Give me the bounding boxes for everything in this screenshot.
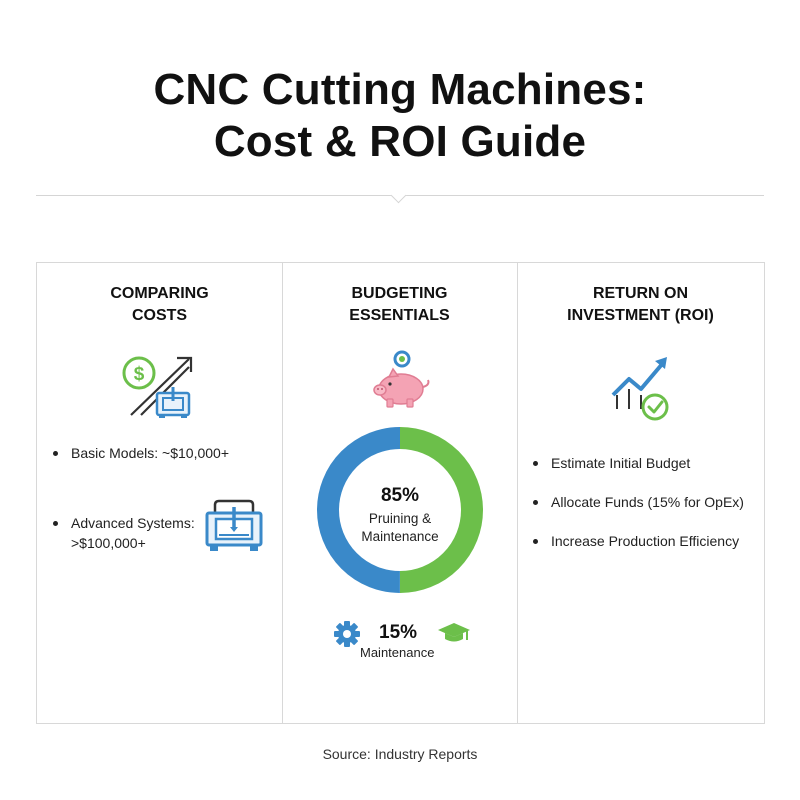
title-line-1: CNC Cutting Machines: (153, 65, 647, 114)
column-separator (282, 263, 283, 723)
roi-heading: RETURN ON INVESTMENT (ROI) (567, 285, 714, 324)
gear-icon (334, 621, 360, 647)
roi-item-3: Increase Production Efficiency (532, 533, 740, 549)
source-note: Source: Industry Reports (322, 746, 478, 762)
cnc-machine-icon (205, 499, 263, 551)
roi-item-1: Estimate Initial Budget (532, 455, 691, 471)
svg-text:$: $ (134, 364, 145, 385)
dollar-growth-machine-icon: $ (122, 356, 193, 418)
piggy-bank-icon (373, 350, 430, 408)
content-panel: COMPARING COSTS $ Basic Models: ~$10,000… (36, 262, 765, 724)
donut-center-label-2: Maintenance (361, 529, 438, 544)
donut-center-label-1: Pruining & (369, 511, 431, 526)
cost-item-basic: Basic Models: ~$10,000+ (53, 445, 229, 461)
budget-donut-chart: 85% Pruining & Maintenance (317, 427, 483, 593)
page-title: CNC Cutting Machines: Cost & ROI Guide (0, 64, 800, 168)
column-separator (517, 263, 518, 723)
graduation-cap-icon (438, 623, 470, 642)
cost-item-advanced: Advanced Systems: >$100,000+ (53, 515, 195, 551)
secondary-label: Maintenance (360, 645, 435, 660)
budget-heading: BUDGETING ESSENTIALS (349, 285, 450, 324)
secondary-value: 15% (379, 622, 418, 643)
donut-segment-2 (317, 427, 483, 593)
costs-heading: COMPARING COSTS (110, 285, 209, 324)
growth-chart-check-icon (611, 357, 669, 421)
roi-item-2: Allocate Funds (15% for OpEx) (533, 494, 744, 510)
title-line-2: Cost & ROI Guide (213, 117, 587, 166)
donut-center-value: 85% (381, 485, 419, 506)
divider-notch (390, 187, 407, 204)
